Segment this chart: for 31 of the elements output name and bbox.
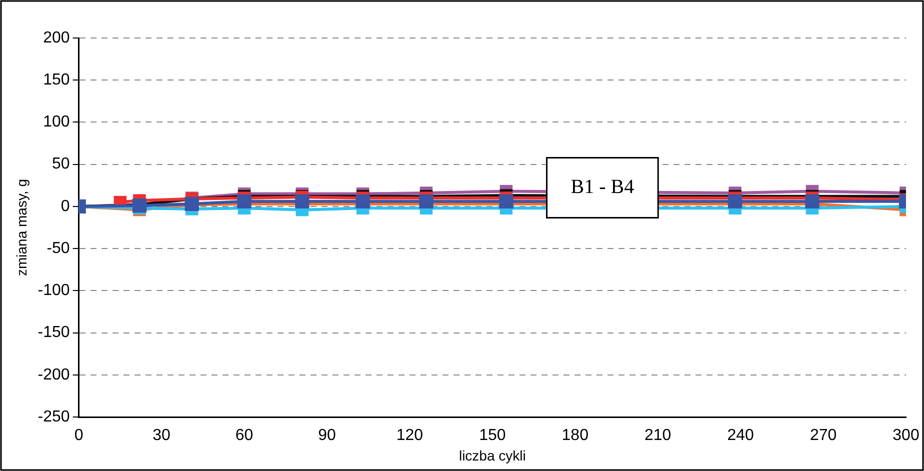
y-axis-title: zmiana masy, g xyxy=(13,179,30,276)
y-tick-label: -150 xyxy=(38,324,70,342)
annotation: B1 - B4 xyxy=(570,176,634,198)
x-tick-label: 0 xyxy=(74,427,84,444)
x-tick-label: 210 xyxy=(644,427,672,444)
x-tick-label: 300 xyxy=(892,427,920,444)
y-tick-label: -250 xyxy=(38,408,70,426)
point xyxy=(356,194,370,208)
point xyxy=(237,194,252,208)
y-tick-label: 150 xyxy=(43,72,70,89)
point xyxy=(499,194,514,208)
x-tick-label: 150 xyxy=(479,427,506,444)
x-tick-label: 60 xyxy=(235,427,254,444)
x-tick-label: 270 xyxy=(810,427,837,444)
point xyxy=(295,194,310,208)
y-tick-label: -200 xyxy=(38,366,70,384)
y-tick-label: -50 xyxy=(46,240,70,257)
y-tick-label: -100 xyxy=(38,282,70,300)
point xyxy=(419,194,434,208)
x-tick-label: 120 xyxy=(396,427,424,444)
x-tick-label: 240 xyxy=(727,427,754,444)
point xyxy=(805,194,820,208)
x-tick-label: 180 xyxy=(562,427,589,444)
y-tick-label: 100 xyxy=(43,114,70,131)
x-tick-label: 90 xyxy=(318,427,336,444)
x-axis-title: liczba cykli xyxy=(458,447,526,464)
y-tick-label: 0 xyxy=(60,198,70,215)
x-tick-label: 30 xyxy=(152,427,171,444)
y-tick-label: 200 xyxy=(43,29,70,46)
y-tick-label: 50 xyxy=(52,156,70,173)
point xyxy=(728,194,742,208)
